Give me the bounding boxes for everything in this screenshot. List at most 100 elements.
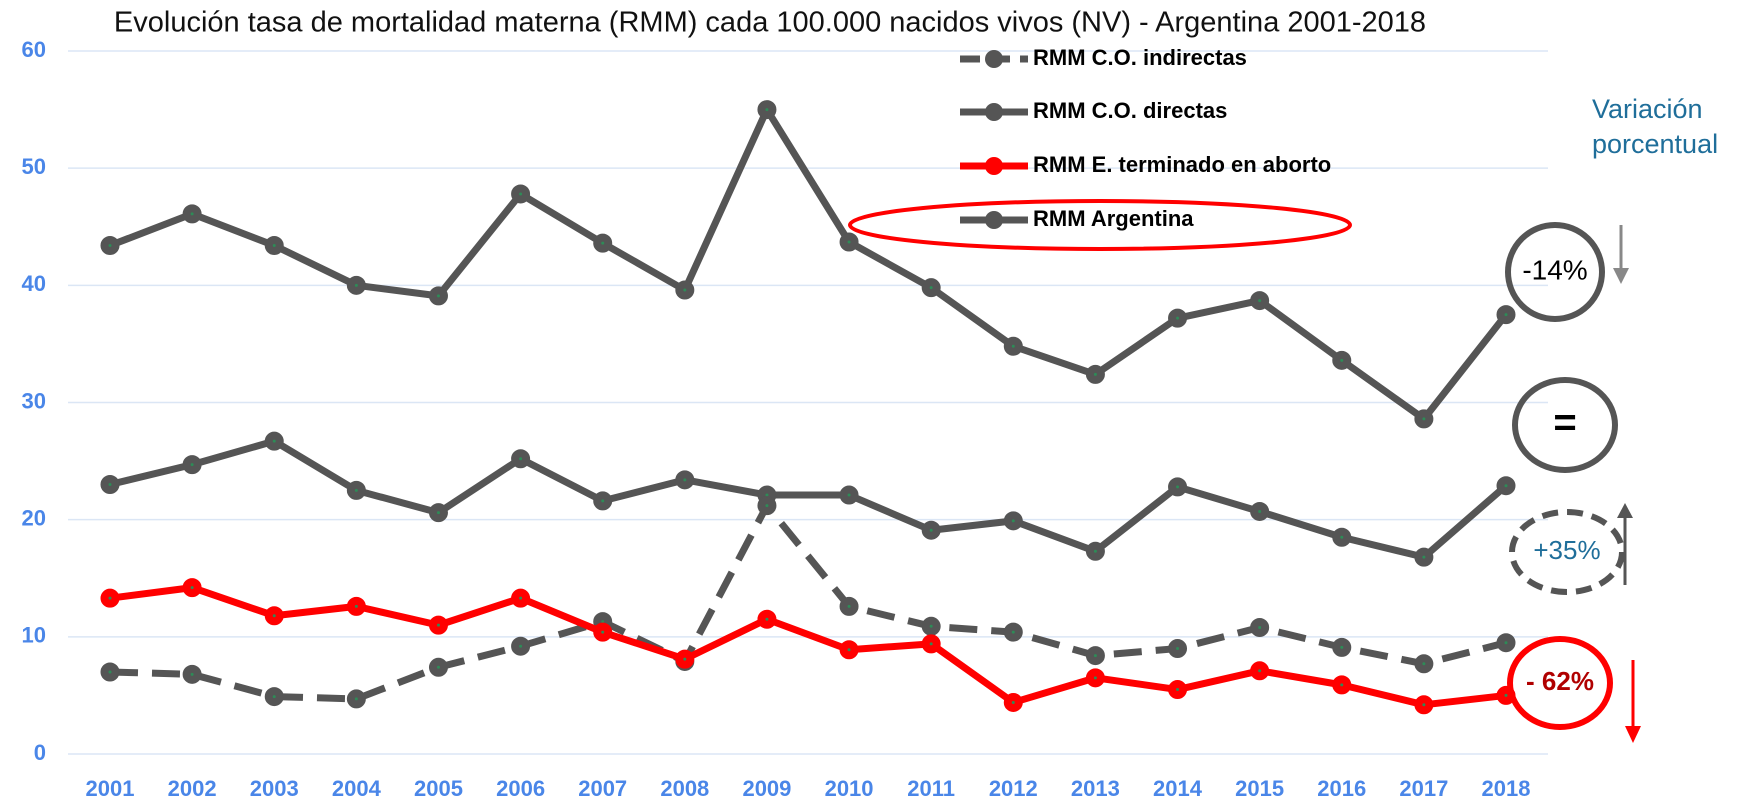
point-dot bbox=[1504, 641, 1508, 645]
arrow-head bbox=[1625, 726, 1641, 743]
point-dot bbox=[108, 670, 112, 674]
point-dot bbox=[601, 620, 605, 624]
x-tick-label: 2003 bbox=[250, 776, 299, 801]
point-dot bbox=[272, 614, 276, 618]
annotation: - 62% bbox=[1526, 666, 1594, 696]
point-dot bbox=[1340, 645, 1344, 649]
point-dot bbox=[1422, 662, 1426, 666]
point-dot bbox=[765, 108, 769, 112]
point-dot bbox=[683, 657, 687, 661]
point-dot bbox=[1340, 683, 1344, 687]
annotation: +35% bbox=[1533, 535, 1600, 565]
x-tick-label: 2010 bbox=[825, 776, 874, 801]
y-tick-label: 30 bbox=[22, 388, 46, 413]
point-dot bbox=[519, 192, 523, 196]
x-tick-label: 2018 bbox=[1482, 776, 1531, 801]
legend-label: RMM Argentina bbox=[1033, 206, 1194, 231]
point-dot bbox=[1422, 703, 1426, 707]
point-dot bbox=[354, 604, 358, 608]
x-tick-label: 2012 bbox=[989, 776, 1038, 801]
badge bbox=[1505, 222, 1605, 322]
series-line bbox=[109, 502, 1507, 703]
x-tick-label: 2011 bbox=[907, 776, 955, 801]
point-dot bbox=[354, 697, 358, 701]
highlight-ellipse bbox=[848, 199, 1352, 251]
arrow-head bbox=[1617, 503, 1633, 518]
x-tick-label: 2016 bbox=[1317, 776, 1366, 801]
chart-title: Evolución tasa de mortalidad materna (RM… bbox=[114, 7, 1426, 39]
point-dot bbox=[601, 630, 605, 634]
series-line bbox=[108, 106, 1509, 423]
x-tick-label: 2005 bbox=[414, 776, 463, 801]
point-dot bbox=[354, 488, 358, 492]
point-dot bbox=[1011, 700, 1015, 704]
point-dot bbox=[108, 596, 112, 600]
x-tick-label: 2008 bbox=[660, 776, 709, 801]
legend-label: RMM C.O. directas bbox=[1033, 98, 1227, 123]
point-dot bbox=[1504, 693, 1508, 697]
side-title: porcentual bbox=[1592, 129, 1718, 159]
point-dot bbox=[1093, 654, 1097, 658]
y-tick-label: 60 bbox=[22, 37, 46, 62]
point-dot bbox=[1011, 630, 1015, 634]
point-dot bbox=[1340, 535, 1344, 539]
y-tick-label: 10 bbox=[22, 623, 46, 648]
x-tick-label: 2013 bbox=[1071, 776, 1120, 801]
badge bbox=[1507, 636, 1613, 730]
x-tick-label: 2009 bbox=[742, 776, 791, 801]
x-tick-label: 2007 bbox=[578, 776, 627, 801]
point-dot bbox=[683, 478, 687, 482]
point-dot bbox=[1176, 647, 1180, 651]
point-dot bbox=[1176, 316, 1180, 320]
point-dot bbox=[1504, 313, 1508, 317]
point-dot bbox=[436, 511, 440, 515]
point-dot bbox=[436, 665, 440, 669]
point-dot bbox=[436, 294, 440, 298]
x-tick-label: 2002 bbox=[168, 776, 217, 801]
point-dot bbox=[1011, 344, 1015, 348]
point-dot bbox=[847, 648, 851, 652]
point-dot bbox=[1176, 688, 1180, 692]
point-dot bbox=[272, 243, 276, 247]
point-dot bbox=[929, 286, 933, 290]
point-dot bbox=[847, 604, 851, 608]
point-dot bbox=[519, 596, 523, 600]
y-tick-label: 0 bbox=[34, 740, 46, 765]
point-dot bbox=[601, 241, 605, 245]
point-dot bbox=[1422, 417, 1426, 421]
y-tick-label: 50 bbox=[22, 154, 46, 179]
point-dot bbox=[601, 499, 605, 503]
badge bbox=[1512, 377, 1618, 473]
point-dot bbox=[929, 528, 933, 532]
point-dot bbox=[847, 493, 851, 497]
point-dot bbox=[1093, 676, 1097, 680]
point-dot bbox=[765, 493, 769, 497]
point-dot bbox=[272, 695, 276, 699]
x-tick-label: 2015 bbox=[1235, 776, 1284, 801]
series-line bbox=[109, 437, 1509, 561]
x-tick-label: 2006 bbox=[496, 776, 545, 801]
point-dot bbox=[519, 457, 523, 461]
point-dot bbox=[765, 504, 769, 508]
legend-marker bbox=[985, 103, 1003, 121]
point-dot bbox=[1504, 484, 1508, 488]
point-dot bbox=[519, 644, 523, 648]
point-dot bbox=[108, 483, 112, 487]
legend-marker bbox=[985, 50, 1003, 68]
point-dot bbox=[1258, 299, 1262, 303]
legend-label: RMM C.O. indirectas bbox=[1033, 45, 1247, 70]
point-dot bbox=[436, 623, 440, 627]
legend-marker bbox=[985, 157, 1003, 175]
legend-label: RMM E. terminado en aborto bbox=[1033, 152, 1331, 177]
annotation: -14% bbox=[1522, 254, 1587, 285]
point-dot bbox=[1340, 358, 1344, 362]
legend-marker bbox=[985, 211, 1003, 229]
point-dot bbox=[847, 240, 851, 244]
point-dot bbox=[1258, 509, 1262, 513]
side-title: Variación bbox=[1592, 94, 1703, 124]
point-dot bbox=[1422, 555, 1426, 559]
x-tick-label: 2014 bbox=[1153, 776, 1203, 801]
point-dot bbox=[272, 439, 276, 443]
point-dot bbox=[929, 624, 933, 628]
